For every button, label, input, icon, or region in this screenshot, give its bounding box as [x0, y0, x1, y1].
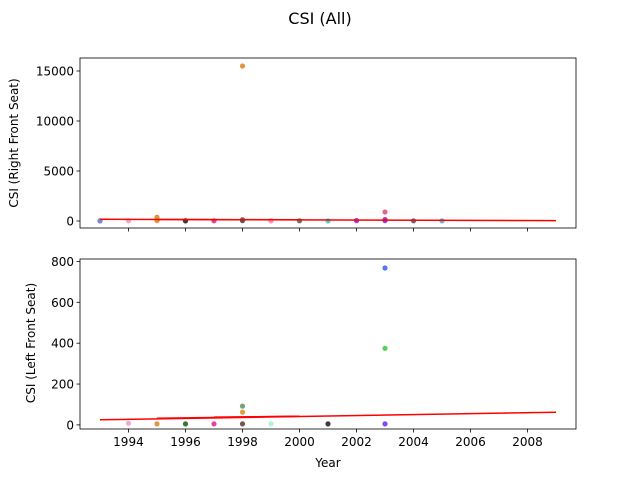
left-front-seat-x-tick-label: 1996: [170, 435, 201, 449]
left-front-seat-x-tick-label: 1994: [113, 435, 144, 449]
right-front-seat-data-point: [239, 218, 246, 224]
left-front-seat-x-tick-label: 1998: [227, 435, 258, 449]
right-front-seat-data-point: [296, 218, 303, 224]
right-front-seat-data-point: [239, 63, 246, 69]
x-axis-label: Year: [314, 456, 340, 470]
right-front-seat-data-point: [382, 209, 388, 215]
right-front-seat-axes-frame: [79, 57, 577, 229]
left-front-seat-x-tick-label: 2004: [398, 435, 429, 449]
left-front-seat-data-point: [239, 403, 246, 409]
left-front-seat-data-point: [325, 421, 331, 427]
left-front-seat-axes: 1994 1996 1998 2000 2002 2004 2006 2008 0 200 400 6…: [24, 255, 577, 449]
left-front-seat-trend-line: [213, 415, 300, 418]
right-front-seat-y-tick-label: 5000: [43, 165, 74, 179]
left-front-seat-y-tick-label: 800: [51, 255, 74, 269]
left-front-seat-y-tick-label: 600: [51, 296, 74, 310]
left-front-seat-data-point: [211, 421, 217, 427]
left-front-seat-y-tick-label: 200: [51, 378, 74, 392]
left-front-seat-axes-frame: [79, 258, 577, 430]
left-front-seat-x-tick-label: 2000: [284, 435, 315, 449]
left-front-seat-x-tick-label: 2006: [455, 435, 486, 449]
right-front-seat-axes: 0 5000 10000 15000 CSI (Right Front Seat): [7, 57, 577, 232]
left-front-seat-x-tick-label: 2002: [341, 435, 372, 449]
right-front-seat-y-tick-label: 10000: [36, 115, 74, 129]
right-front-seat-y-tick-label: 15000: [36, 65, 74, 79]
left-front-seat-y-tick-label: 0: [66, 418, 74, 432]
left-front-seat-data-point: [239, 421, 246, 427]
left-front-seat-ylabel: CSI (Left Front Seat): [24, 283, 38, 403]
left-front-seat-data-point: [268, 421, 274, 427]
right-front-seat-y-tick-label: 0: [66, 215, 74, 229]
left-front-seat-data-point: [125, 420, 132, 426]
right-front-seat-plot-area: 0 5000 10000 15000: [36, 57, 577, 232]
right-front-seat-ylabel: CSI (Right Front Seat): [7, 78, 21, 207]
right-front-seat-data-point: [325, 218, 331, 224]
left-front-seat-data-point: [382, 265, 388, 271]
left-front-seat-x-tick-label: 2008: [512, 435, 543, 449]
figure-title: CSI (All): [288, 9, 351, 28]
left-front-seat-y-tick-label: 400: [51, 337, 74, 351]
left-front-seat-data-point: [382, 421, 388, 427]
left-front-seat-data-point: [182, 421, 189, 427]
left-front-seat-plot-area: 1994 1996 1998 2000 2002 2004 2006 2008 0 200 400 6…: [51, 255, 577, 449]
left-front-seat-data-point: [382, 345, 388, 351]
left-front-seat-data-point: [154, 421, 160, 427]
left-front-seat-data-point: [239, 409, 246, 415]
